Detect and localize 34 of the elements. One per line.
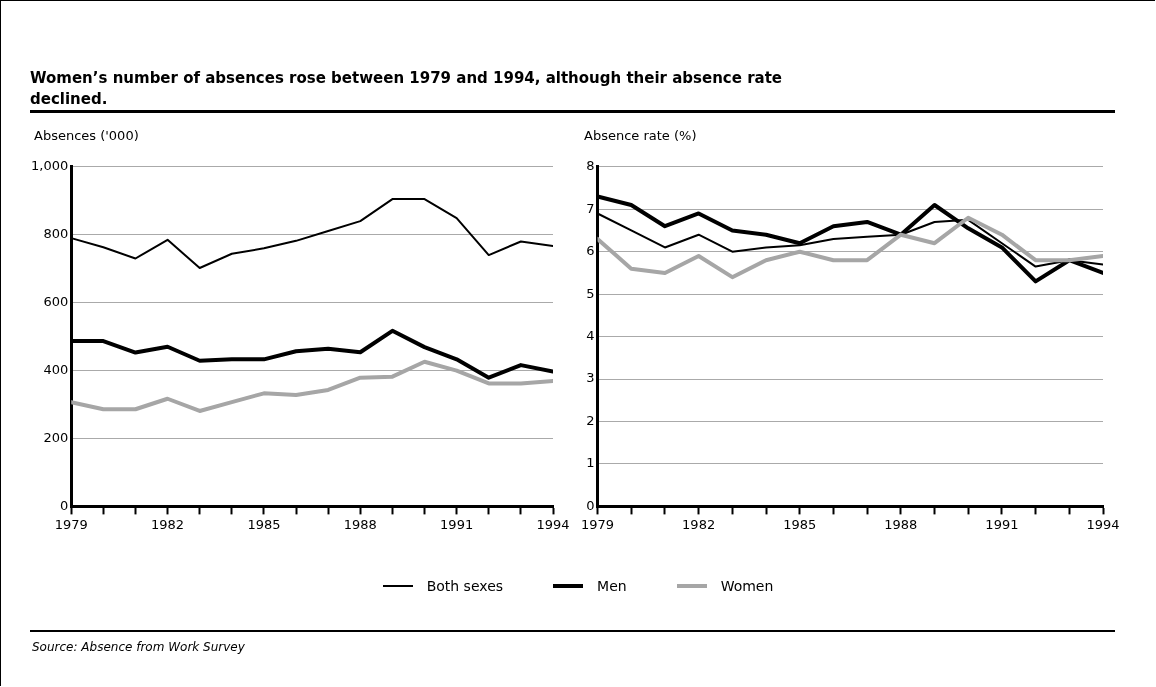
y-tick-label: 7: [586, 200, 595, 216]
x-tick-label: 1979: [581, 516, 615, 532]
x-tick-label: 1994: [1086, 516, 1120, 532]
y-tick-label: 800: [43, 226, 69, 242]
chart-title: Women’s number of absences rose between 1979 and 1994, although their absence rate declined.: [30, 68, 783, 110]
y-tick-label: 200: [43, 429, 69, 445]
y-tick-label: 5: [586, 285, 595, 301]
x-tick-label: 1994: [536, 516, 570, 532]
x-tick-label: 1991: [440, 516, 474, 532]
y-tick-label: 1,000: [31, 158, 69, 174]
x-tick-label: 1988: [884, 516, 918, 532]
y-tick-label: 2: [586, 412, 595, 428]
y-axis-title: Absence rate (%): [584, 128, 697, 143]
y-axis-title: Absences ('000): [34, 128, 139, 143]
y-tick-label: 4: [586, 327, 595, 343]
x-tick-label: 1979: [54, 516, 88, 532]
x-tick-label: 1988: [343, 516, 377, 532]
source-note: Source: Absence from Work Survey: [32, 640, 245, 654]
x-tick-label: 1985: [783, 516, 817, 532]
legend-label: Women: [720, 578, 774, 594]
x-tick-label: 1991: [985, 516, 1019, 532]
y-tick-label: 6: [586, 243, 595, 259]
legend-label: Men: [597, 578, 627, 594]
legend-label: Both sexes: [426, 578, 504, 594]
y-tick-label: 0: [586, 497, 595, 513]
y-tick-label: 1: [586, 455, 595, 471]
y-tick-label: 400: [43, 361, 69, 377]
y-tick-label: 8: [586, 158, 595, 174]
x-tick-label: 1985: [247, 516, 281, 532]
x-tick-label: 1982: [682, 516, 716, 532]
x-tick-label: 1982: [151, 516, 185, 532]
y-tick-label: 3: [586, 370, 595, 386]
y-tick-label: 0: [59, 497, 69, 513]
y-tick-label: 600: [43, 294, 69, 310]
